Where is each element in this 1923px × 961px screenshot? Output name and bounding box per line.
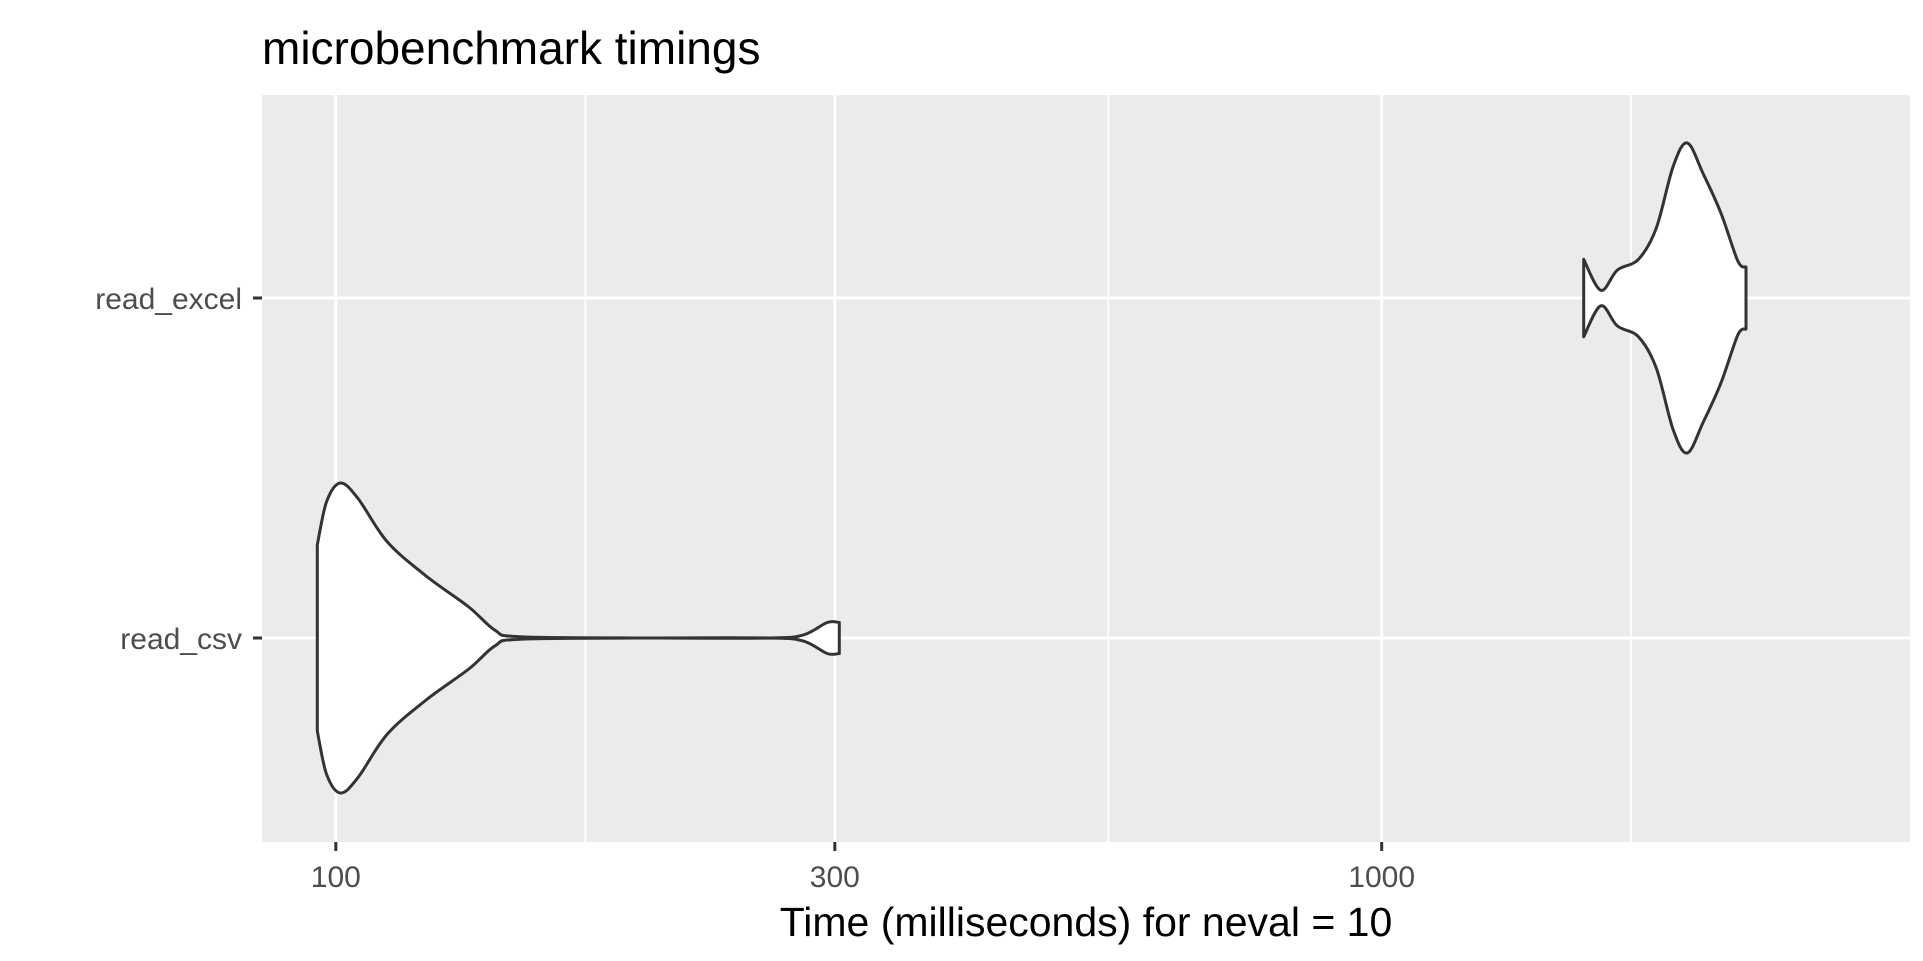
- x-tick-label: 300: [810, 861, 860, 894]
- y-tick-label: read_excel: [95, 283, 242, 316]
- y-tick-label: read_csv: [120, 623, 242, 656]
- plot-panel: [262, 95, 1910, 842]
- axis-layer: 100 300 1000 read_excel read_csv: [95, 283, 1415, 894]
- violin-read-csv: [315, 481, 841, 795]
- x-axis-label: Time (milliseconds) for neval = 10: [780, 899, 1393, 945]
- x-tick-label: 100: [311, 861, 361, 894]
- violin-layer: [315, 141, 1748, 795]
- x-tick-label: 1000: [1348, 861, 1415, 894]
- violin-read-excel: [1582, 141, 1748, 455]
- chart-title: microbenchmark timings: [262, 22, 760, 74]
